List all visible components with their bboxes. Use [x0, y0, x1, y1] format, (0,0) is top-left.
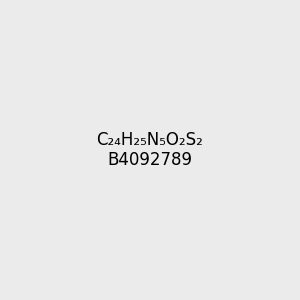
- Text: C₂₄H₂₅N₅O₂S₂
B4092789: C₂₄H₂₅N₅O₂S₂ B4092789: [97, 130, 203, 170]
